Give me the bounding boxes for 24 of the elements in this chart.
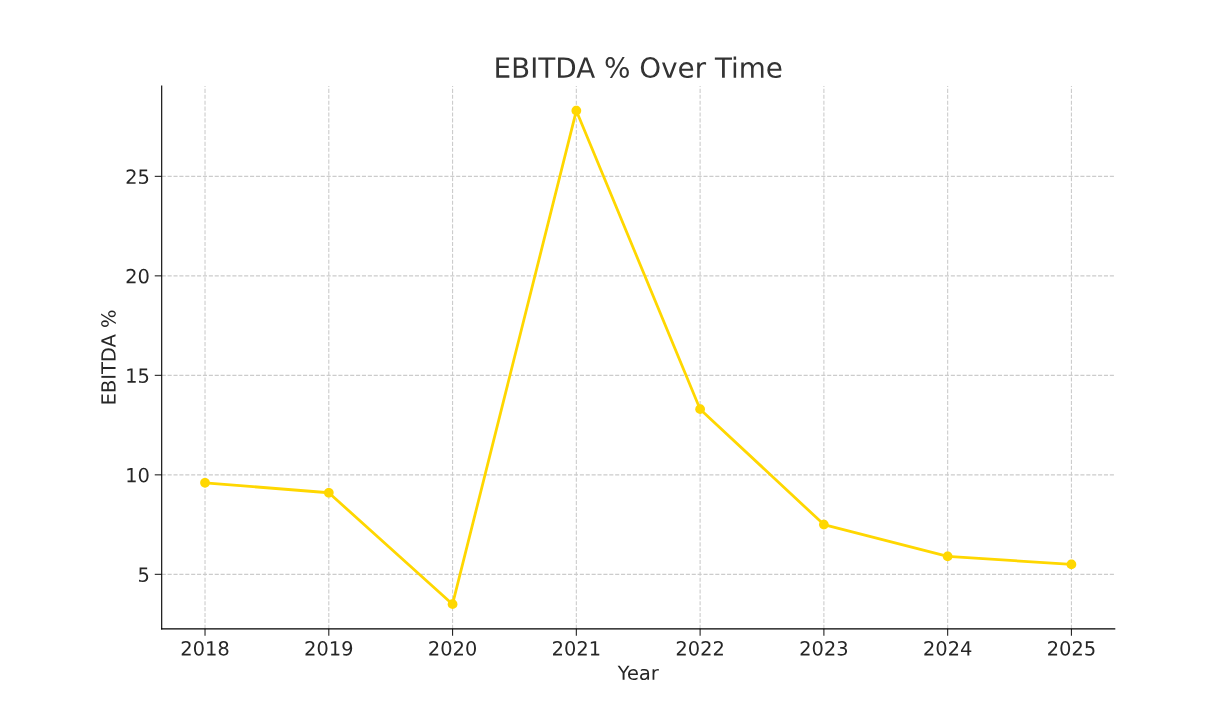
y-tick-label: 10 bbox=[127, 467, 149, 483]
y-tick-label: 20 bbox=[126, 268, 149, 284]
point bbox=[323, 487, 334, 498]
x-tick-label: 2023 bbox=[800, 641, 848, 656]
point bbox=[942, 551, 953, 562]
point bbox=[695, 404, 705, 415]
y-tick-label: 25 bbox=[126, 169, 149, 185]
point bbox=[447, 599, 458, 610]
x-tick-label: 2025 bbox=[1048, 641, 1095, 656]
y-tick-label: 5 bbox=[139, 567, 149, 582]
x-tick-label: 2020 bbox=[429, 641, 477, 656]
x-tick-label: 2021 bbox=[553, 641, 600, 656]
point bbox=[571, 105, 582, 116]
y-axis-title: EBITDA % bbox=[101, 310, 116, 404]
point bbox=[819, 519, 829, 530]
chart-title: EBITDA % Over Time bbox=[496, 56, 782, 79]
point bbox=[1066, 559, 1077, 570]
x-tick-label: 2018 bbox=[181, 641, 229, 656]
point bbox=[200, 477, 210, 488]
x-tick-label: 2022 bbox=[676, 641, 723, 656]
x-axis-title: Year bbox=[617, 665, 659, 681]
x-tick-label: 2019 bbox=[305, 641, 353, 656]
x-tick-label: 2024 bbox=[924, 641, 972, 656]
y-tick-label: 15 bbox=[127, 368, 149, 384]
